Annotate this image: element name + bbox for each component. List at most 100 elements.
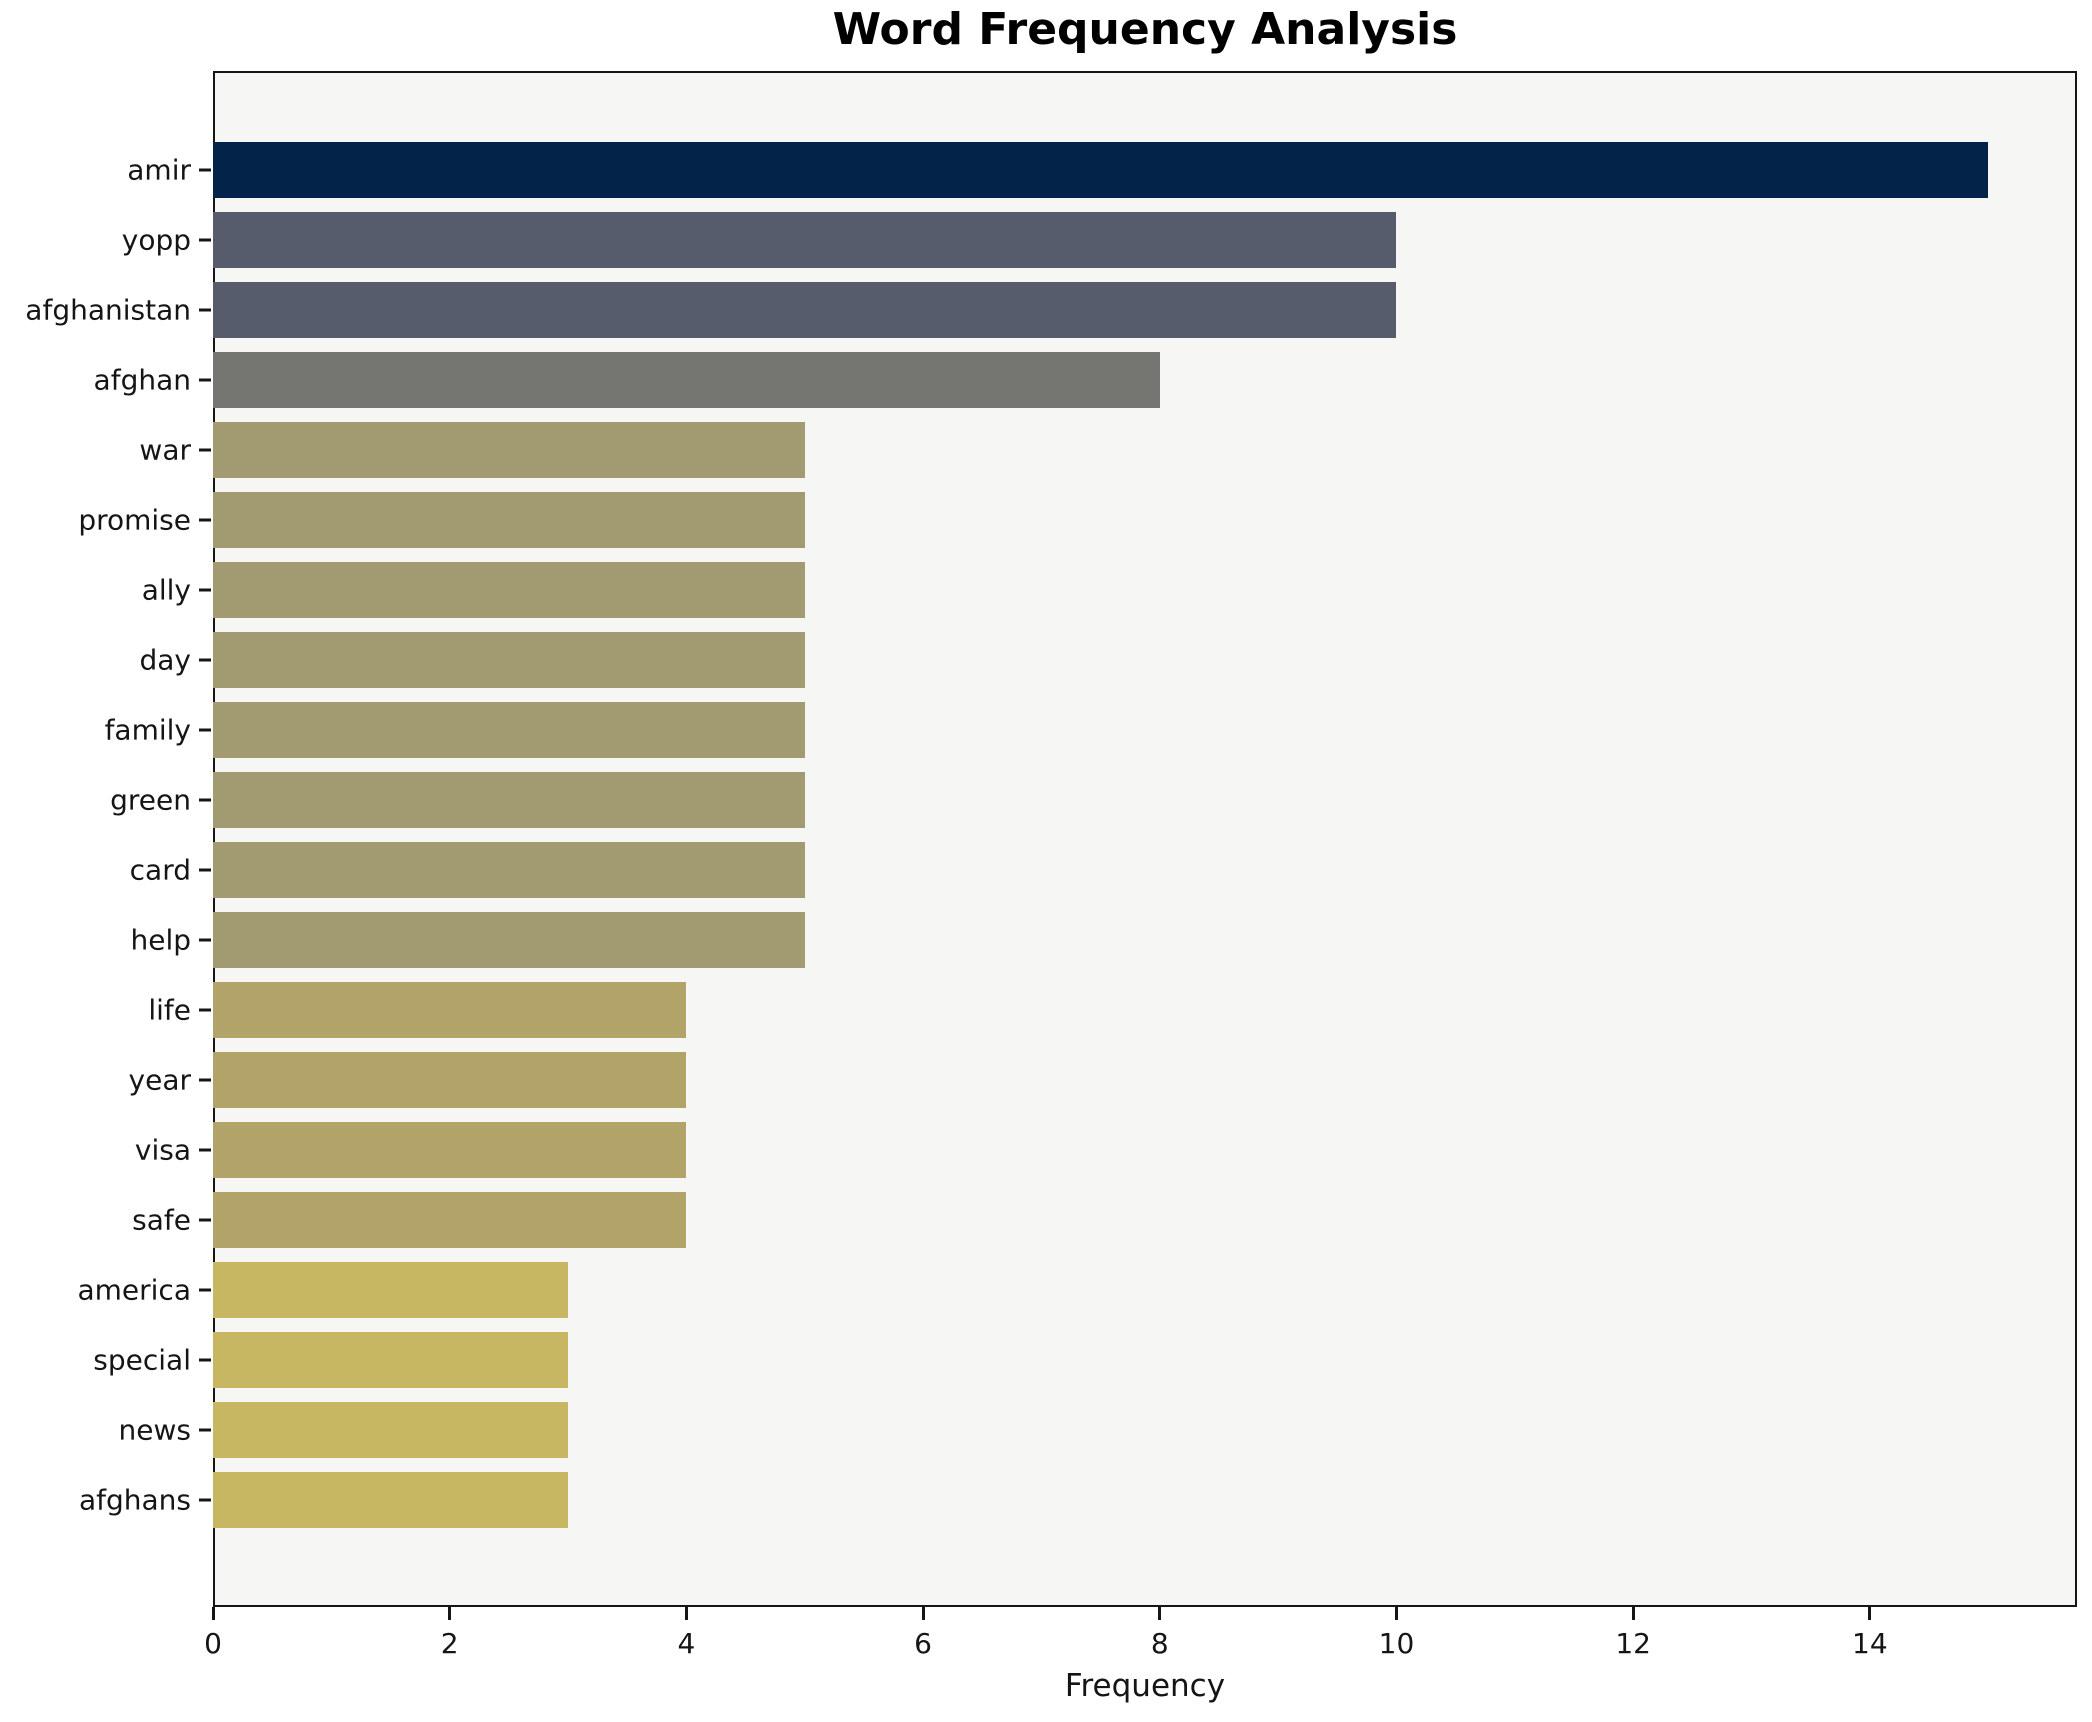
x-tick-label-6: 6: [914, 1627, 933, 1660]
y-tick-label-yopp: yopp: [121, 223, 191, 257]
y-tick-mark: [199, 1288, 211, 1292]
bar-afghanistan: [213, 282, 1397, 338]
y-tick-mark: [199, 448, 211, 452]
y-tick-mark: [199, 1358, 211, 1362]
y-tick-mark: [199, 798, 211, 802]
bar-row-afghans: afghans: [79, 1465, 2077, 1535]
bar-row-family: family: [105, 695, 2077, 765]
bar-visa: [213, 1122, 687, 1178]
y-tick-mark: [199, 1148, 211, 1152]
bar-row-afghanistan: afghanistan: [25, 275, 2077, 345]
bar-yopp: [213, 212, 1397, 268]
bar-year: [213, 1052, 687, 1108]
y-tick-mark: [199, 1498, 211, 1502]
y-tick-mark: [199, 728, 211, 732]
bars-container: amir yopp afghanistan afghan war promise ally d…: [25, 71, 2077, 1607]
bar-row-news: news: [119, 1395, 2077, 1465]
y-tick-label-amir: amir: [127, 153, 191, 187]
bar-amir: [213, 142, 1989, 198]
bar-row-year: year: [129, 1045, 2077, 1115]
bar-card: [213, 842, 805, 898]
x-tick-mark: [211, 1607, 215, 1620]
bar-row-visa: visa: [135, 1115, 2077, 1185]
x-tick-label-14: 14: [1852, 1627, 1888, 1660]
y-tick-label-news: news: [118, 1413, 191, 1447]
y-tick-mark: [199, 308, 211, 312]
bar-news: [213, 1402, 569, 1458]
y-tick-mark: [199, 658, 211, 662]
x-tick-mark: [448, 1607, 452, 1620]
y-tick-label-help: help: [130, 923, 191, 957]
y-tick-label-green: green: [110, 783, 191, 817]
y-tick-mark: [199, 238, 211, 242]
bar-row-day: day: [139, 625, 2077, 695]
bar-row-afghan: afghan: [94, 345, 2077, 415]
y-tick-label-day: day: [139, 643, 191, 677]
x-tick-mark: [921, 1607, 925, 1620]
y-tick-label-afghanistan: afghanistan: [25, 293, 191, 327]
bar-row-help: help: [130, 905, 2077, 975]
y-tick-mark: [199, 868, 211, 872]
bar-afghans: [213, 1472, 569, 1528]
bar-row-america: america: [77, 1255, 2077, 1325]
y-tick-mark: [199, 378, 211, 382]
x-tick-label-10: 10: [1378, 1627, 1415, 1660]
y-tick-label-ally: ally: [141, 573, 191, 607]
y-tick-mark: [199, 1078, 211, 1082]
bar-life: [213, 982, 687, 1038]
y-tick-label-family: family: [104, 713, 191, 747]
y-tick-mark: [199, 1008, 211, 1012]
bar-green: [213, 772, 805, 828]
x-tick-mark: [1868, 1607, 1872, 1620]
y-tick-mark: [199, 1218, 211, 1222]
y-tick-label-afghans: afghans: [78, 1483, 191, 1517]
bar-day: [213, 632, 805, 688]
x-tick-label-8: 8: [1150, 1627, 1169, 1660]
bar-help: [213, 912, 805, 968]
y-tick-mark: [199, 1428, 211, 1432]
bar-family: [213, 702, 805, 758]
bar-row-amir: amir: [127, 135, 2077, 205]
x-tick-label-0: 0: [204, 1627, 222, 1660]
bar-special: [213, 1332, 569, 1388]
x-tick-label-2: 2: [440, 1627, 459, 1660]
bar-row-safe: safe: [132, 1185, 2077, 1255]
bar-row-green: green: [110, 765, 2077, 835]
bar-row-ally: ally: [142, 555, 2077, 625]
y-tick-label-war: war: [139, 433, 191, 467]
y-tick-label-life: life: [148, 993, 191, 1027]
x-tick-mark: [1631, 1607, 1635, 1620]
y-tick-label-safe: safe: [132, 1203, 191, 1237]
bar-afghan: [213, 352, 1160, 408]
y-tick-label-afghan: afghan: [93, 363, 191, 397]
bar-america: [213, 1262, 569, 1318]
x-tick-mark: [1394, 1607, 1398, 1620]
y-tick-label-special: special: [93, 1343, 191, 1377]
bar-war: [213, 422, 805, 478]
y-tick-label-america: america: [77, 1273, 191, 1307]
y-tick-mark: [199, 938, 211, 942]
plot-area: amir yopp afghanistan afghan war promise ally d…: [25, 71, 2077, 1607]
bar-safe: [213, 1192, 687, 1248]
bar-ally: [213, 562, 805, 618]
bar-row-yopp: yopp: [122, 205, 2077, 275]
y-tick-label-promise: promise: [78, 503, 191, 537]
y-tick-label-card: card: [129, 853, 191, 887]
x-tick-label-12: 12: [1615, 1627, 1652, 1660]
x-tick-label-4: 4: [677, 1627, 696, 1660]
bar-row-special: special: [93, 1325, 2077, 1395]
y-tick-label-year: year: [128, 1063, 191, 1097]
y-tick-mark: [199, 518, 211, 522]
y-tick-label-visa: visa: [134, 1133, 191, 1167]
x-tick-mark: [684, 1607, 688, 1620]
y-tick-mark: [199, 588, 211, 592]
bar-row-life: life: [148, 975, 2077, 1045]
x-tick-mark: [1158, 1607, 1162, 1620]
bar-row-card: card: [130, 835, 2077, 905]
bar-promise: [213, 492, 805, 548]
chart-title: Word Frequency Analysis: [832, 4, 1458, 55]
x-axis-label: Frequency: [1064, 1668, 1226, 1704]
bar-row-promise: promise: [78, 485, 2077, 555]
bar-row-war: war: [139, 415, 2077, 485]
y-tick-mark: [199, 168, 211, 172]
